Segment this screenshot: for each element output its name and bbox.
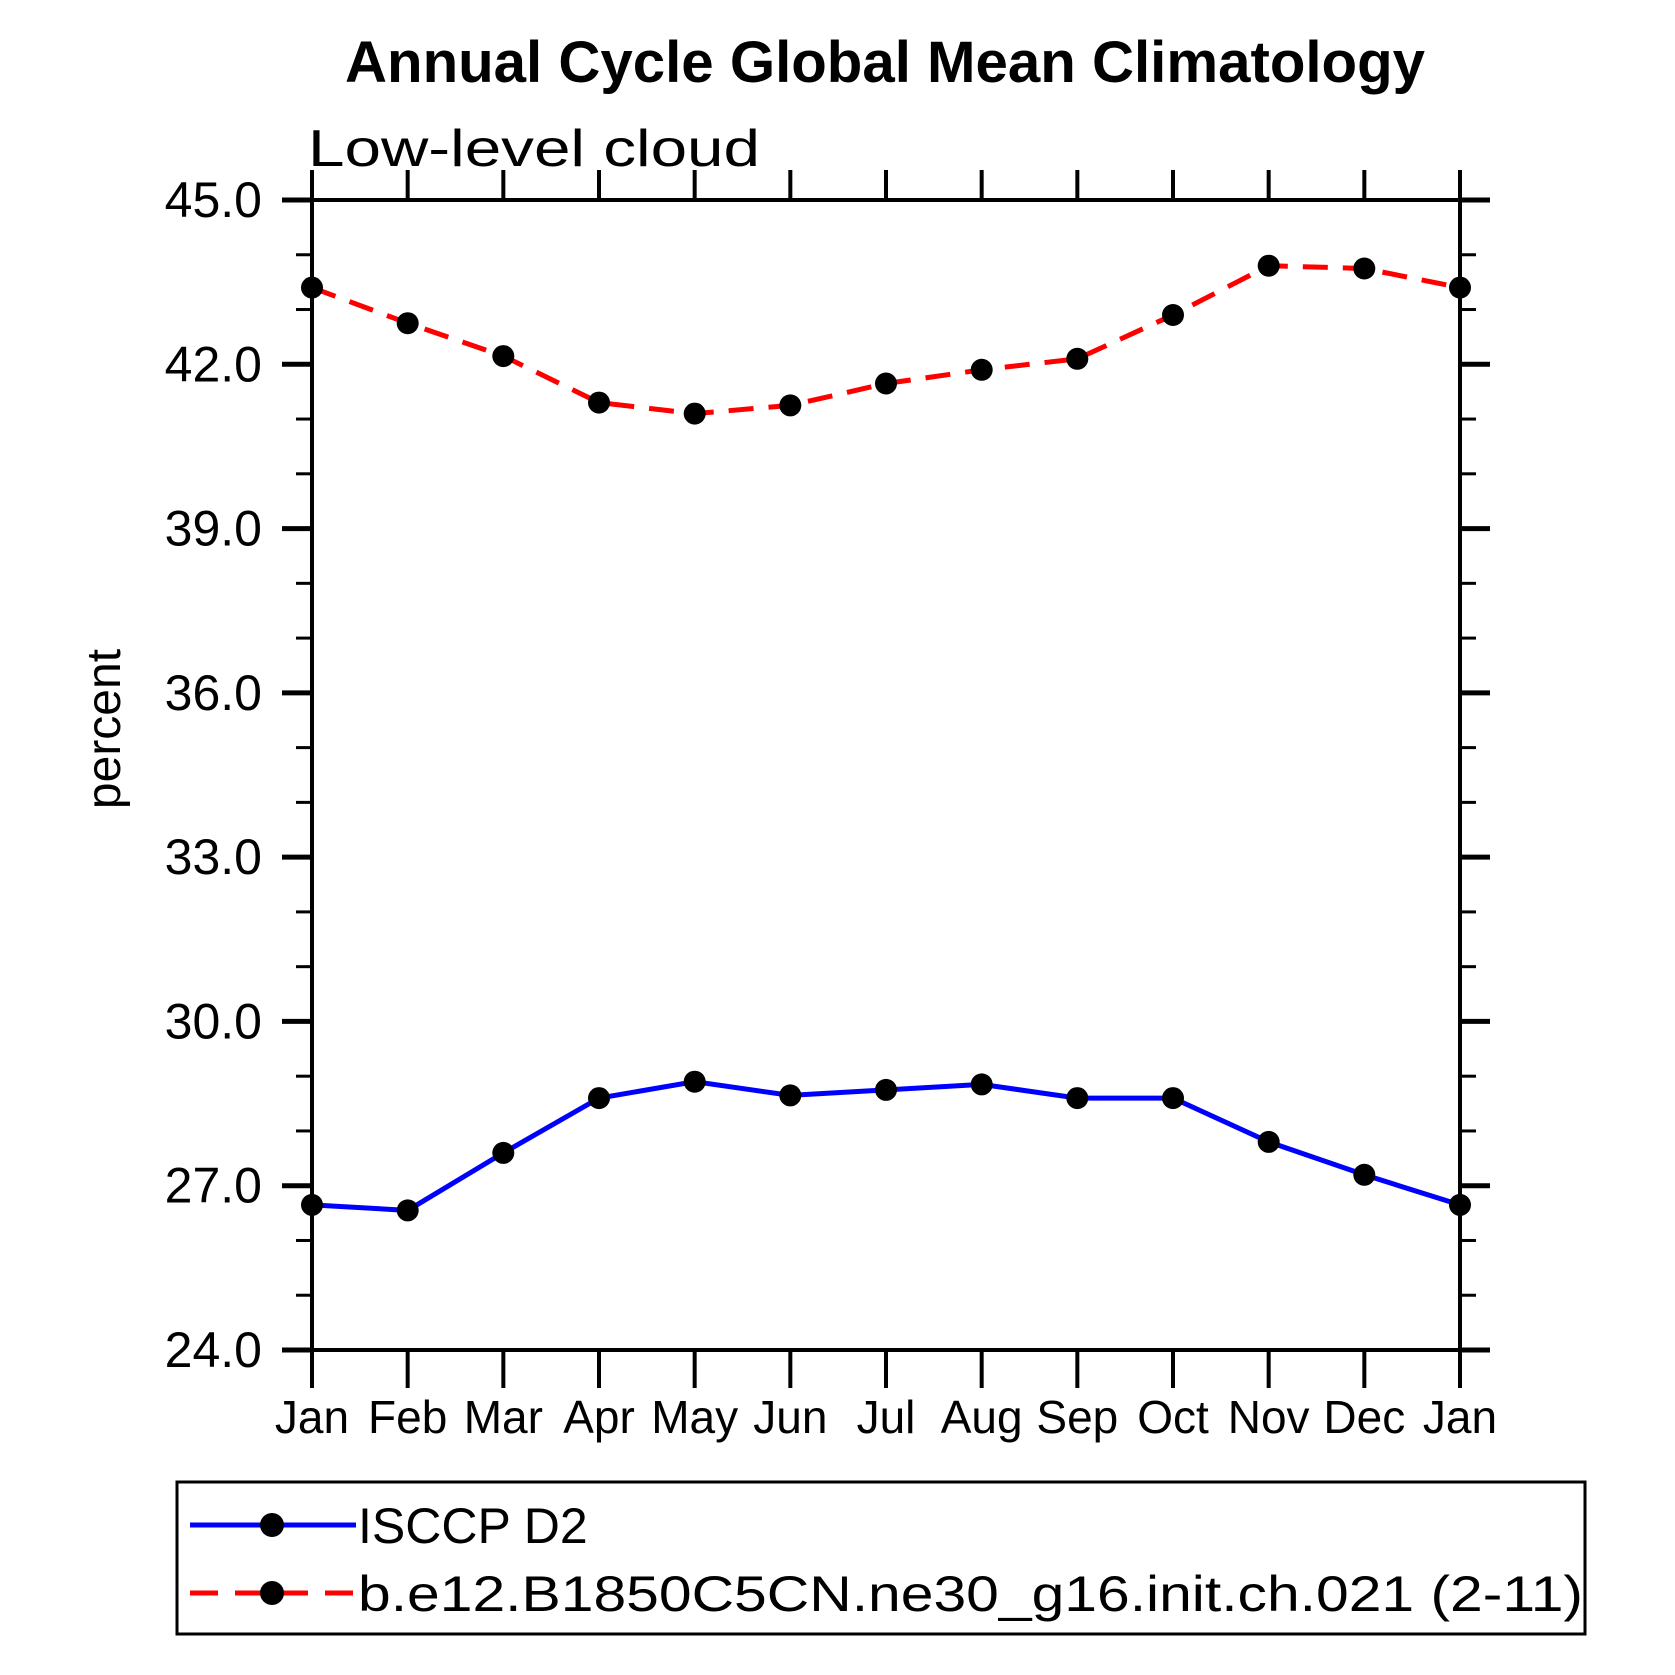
- y-tick-label: 36.0: [165, 665, 262, 721]
- x-tick-label: Feb: [368, 1391, 447, 1443]
- x-tick-label: Jan: [275, 1391, 349, 1443]
- x-tick-label: Aug: [941, 1391, 1023, 1443]
- x-tick-label: Mar: [464, 1391, 543, 1443]
- data-point-marker: [1162, 1087, 1184, 1110]
- y-tick-label: 27.0: [165, 1158, 262, 1214]
- x-tick-label: Nov: [1228, 1391, 1310, 1443]
- data-point-marker: [1257, 254, 1280, 277]
- y-tick-label: 45.0: [165, 172, 262, 228]
- series-line-isccp-d2: [311, 1079, 1461, 1213]
- data-point-marker: [1353, 257, 1376, 280]
- x-tick-label: Dec: [1323, 1391, 1405, 1443]
- legend-box: [175, 1480, 1587, 1636]
- y-axis-title: percent: [78, 649, 131, 809]
- data-point-marker: [875, 1078, 897, 1101]
- data-point-marker: [301, 1193, 323, 1216]
- y-tick-label: 30.0: [165, 993, 262, 1049]
- x-tick-label: Apr: [563, 1391, 635, 1443]
- data-point-marker: [970, 1073, 993, 1096]
- data-point-marker: [683, 402, 706, 425]
- data-point-marker: [779, 394, 802, 417]
- data-point-marker: [1066, 1087, 1089, 1110]
- data-point-marker: [492, 345, 515, 368]
- legend-marker-dot-model: [260, 1581, 284, 1605]
- x-tick-label: May: [651, 1391, 738, 1443]
- data-point-marker: [396, 1199, 419, 1222]
- data-point-marker: [1449, 276, 1471, 299]
- axes-layer: 24.0 27.0 30.0 33.0 36.0 39.0 42.0 45.0 Jan Feb Ma…: [165, 170, 1497, 1443]
- chart-subtitle: Low-level cloud: [308, 120, 760, 178]
- data-point-marker: [875, 372, 897, 395]
- y-tick-label: 24.0: [165, 1322, 262, 1378]
- data-point-marker: [301, 276, 323, 299]
- data-point-marker: [1449, 1193, 1471, 1216]
- data-point-marker: [1162, 304, 1184, 326]
- x-tick-label: Jun: [753, 1391, 827, 1443]
- x-tick-label: Sep: [1036, 1391, 1118, 1443]
- data-point-marker: [970, 358, 993, 381]
- data-point-marker: [1353, 1163, 1376, 1186]
- data-point-marker: [683, 1070, 706, 1093]
- legend: ISCCP D2 b.e12.B1850C5CN.ne30_g16.init.c…: [175, 1480, 1587, 1636]
- data-point-marker: [588, 1087, 610, 1110]
- legend-label-model: b.e12.B1850C5CN.ne30_g16.init.ch.021 (2-…: [358, 1566, 1583, 1622]
- data-point-marker: [1257, 1130, 1280, 1153]
- series-layer: [301, 254, 1471, 1222]
- x-tick-label: Jan: [1423, 1391, 1497, 1443]
- data-point-marker: [588, 391, 610, 414]
- data-point-marker: [492, 1141, 515, 1164]
- data-point-marker: [396, 312, 419, 335]
- y-tick-label: 42.0: [165, 336, 262, 392]
- chart-title: Annual Cycle Global Mean Climatology: [345, 30, 1425, 95]
- x-tick-label: Oct: [1137, 1391, 1209, 1443]
- data-point-marker: [779, 1084, 802, 1107]
- y-tick-label: 39.0: [165, 501, 262, 557]
- data-point-marker: [1066, 347, 1089, 370]
- x-tick-label: Jul: [857, 1391, 916, 1443]
- legend-label-isccp: ISCCP D2: [358, 1498, 588, 1554]
- legend-marker-dot-isccp: [260, 1513, 284, 1537]
- y-tick-label: 33.0: [165, 829, 262, 885]
